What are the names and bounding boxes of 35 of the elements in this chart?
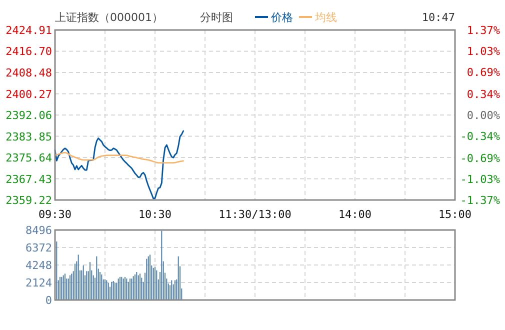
y-tick-label: 2383.85 (6, 130, 52, 144)
y2-tick-label: -1.37% (460, 194, 500, 207)
x-tick-label: 09:30 (38, 208, 72, 221)
y2-tick-label: -1.03% (460, 172, 500, 186)
y-tick-label: 2367.43 (6, 172, 52, 186)
x-tick-label: 10:30 (138, 208, 172, 221)
x-tick-label: 11:30/13:00 (218, 208, 292, 221)
y2-tick-label: 0.69% (466, 66, 500, 80)
y-tick-label: 8496 (26, 224, 52, 237)
y2-tick-label: 0.00% (466, 109, 500, 122)
y-tick-label: 2124 (26, 276, 52, 290)
y-tick-label: 2424.91 (6, 24, 52, 37)
y-tick-label: 2359.22 (6, 194, 52, 207)
y-tick-label: 2392.06 (6, 109, 52, 122)
chart-subtitle: 分时图 (200, 11, 233, 24)
y-tick-label: 2400.27 (6, 88, 52, 101)
legend-label: 均线 (314, 11, 337, 24)
y-tick-label: 6372 (26, 242, 52, 254)
y2-tick-label: 1.03% (466, 45, 500, 58)
x-tick-label: 14:00 (338, 208, 372, 221)
x-tick-label: 15:00 (438, 208, 472, 221)
y2-tick-label: -0.34% (460, 130, 500, 144)
y2-tick-label: 1.37% (466, 24, 500, 37)
y-tick-label: 2375.64 (6, 152, 52, 165)
line-series (54, 130, 184, 200)
y2-tick-label: -0.69% (460, 152, 500, 165)
legend-label: 价格 (270, 11, 293, 24)
text: 10:47 (422, 11, 455, 24)
y-tick-label: 4248 (26, 259, 52, 272)
line-series (54, 152, 184, 164)
y2-tick-label: 0.34% (466, 88, 500, 101)
y-tick-label: 0 (45, 294, 52, 307)
y-tick-label: 2408.48 (6, 66, 52, 80)
chart-title: 上证指数（000001） (55, 11, 163, 24)
y-tick-label: 2416.70 (6, 45, 52, 58)
